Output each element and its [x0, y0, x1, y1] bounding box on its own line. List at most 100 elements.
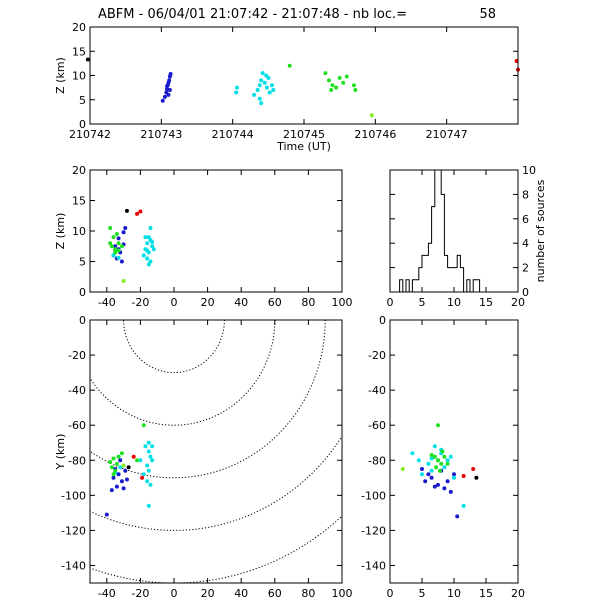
source-point-green: [330, 83, 335, 88]
source-point-cyan: [234, 90, 239, 95]
x-tick-label: 100: [332, 587, 353, 600]
location-count: 58: [479, 7, 496, 22]
source-point-cyan: [420, 472, 424, 477]
source-point-red: [131, 454, 136, 459]
y-tick-label: -80: [68, 454, 86, 467]
source-point-cyan: [260, 71, 265, 76]
y-tick-label: -120: [61, 524, 86, 537]
source-point-blue: [123, 225, 128, 230]
y-tick-label: -40: [368, 384, 386, 397]
source-point-blue: [121, 230, 126, 235]
histogram-bar: [448, 268, 451, 292]
source-point-blue: [166, 92, 171, 97]
source-point-blue: [111, 475, 116, 480]
y-axis-label: Z (km): [54, 213, 67, 250]
source-point-cyan: [416, 458, 421, 463]
y-tick-label: -20: [68, 349, 86, 362]
y-tick-label: 10: [522, 164, 536, 177]
x-tick-label: 100: [332, 296, 353, 309]
source-point-cyan: [148, 259, 153, 264]
x-tick-label: 210744: [212, 128, 254, 141]
source-point-blue: [116, 472, 121, 477]
source-point-cyan: [146, 449, 151, 454]
source-point-green: [334, 85, 339, 90]
source-point-green: [114, 232, 119, 237]
y-tick-label: 0: [379, 314, 386, 327]
source-point-green: [445, 461, 450, 466]
source-point-cyan: [146, 468, 151, 473]
source-point-cyan: [442, 465, 447, 470]
source-point-lime: [369, 113, 374, 118]
x-tick-label: 60: [268, 587, 282, 600]
source-point-green: [351, 83, 356, 88]
source-point-blue: [452, 472, 456, 477]
source-point-blue: [116, 236, 121, 241]
source-point-cyan: [143, 235, 148, 240]
source-point-cyan: [143, 444, 148, 449]
source-point-cyan: [429, 456, 434, 461]
source-point-cyan: [111, 253, 116, 258]
panel-frame: [89, 319, 343, 584]
source-point-green: [442, 454, 447, 459]
source-point-cyan: [141, 472, 146, 477]
y-tick-label: 6: [522, 213, 529, 226]
source-point-green: [287, 63, 292, 68]
source-point-green: [111, 235, 116, 240]
source-point-green: [109, 465, 114, 470]
source-point-cyan: [448, 454, 453, 459]
source-point-lime: [121, 279, 126, 284]
x-tick-label: -20: [131, 296, 149, 309]
source-point-red: [471, 467, 476, 472]
source-point-blue: [420, 467, 424, 472]
source-point-blue: [167, 88, 172, 93]
y-tick-label: 15: [72, 195, 86, 208]
figure-title: ABFM - 06/04/01 21:07:42 - 21:07:48 - nb…: [98, 7, 407, 22]
source-point-blue: [124, 477, 129, 482]
y-tick-label: 20: [72, 21, 86, 34]
source-point-green: [432, 454, 437, 459]
histogram-bar: [416, 280, 419, 292]
x-tick-label: 210746: [354, 128, 396, 141]
source-point-cyan: [150, 458, 155, 463]
source-point-cyan: [264, 85, 269, 90]
source-point-blue: [429, 475, 434, 480]
x-tick-label: -20: [131, 587, 149, 600]
x-tick-label: 10: [447, 296, 461, 309]
source-point-cyan: [150, 239, 155, 244]
source-point-blue: [160, 98, 165, 103]
source-point-black: [124, 208, 129, 213]
source-point-black: [85, 57, 90, 62]
source-point-cyan: [255, 88, 260, 93]
source-point-cyan: [452, 475, 456, 480]
source-point-cyan: [259, 101, 264, 106]
source-point-blue: [445, 479, 450, 484]
source-point-cyan: [426, 461, 431, 466]
y-tick-label: 5: [79, 256, 86, 269]
source-point-cyan: [148, 482, 153, 487]
source-point-lime: [400, 467, 405, 472]
x-tick-label: 20: [201, 587, 215, 600]
source-point-green: [323, 71, 328, 76]
x-tick-label: 0: [171, 587, 178, 600]
source-point-cyan: [148, 225, 153, 230]
histogram-outline: [399, 169, 481, 293]
source-point-cyan: [267, 90, 272, 95]
y-tick-label: 8: [522, 188, 529, 201]
x-tick-label: -40: [98, 587, 116, 600]
y-tick-label: 10: [72, 225, 86, 238]
source-point-lime: [121, 463, 126, 468]
y-tick-label: -80: [368, 454, 386, 467]
panel-time_height: 210742 210743 210744 210745 210746 210747 0 5 10…: [54, 21, 520, 153]
source-point-cyan: [252, 92, 257, 97]
source-point-green: [108, 460, 113, 465]
source-point-black: [126, 465, 131, 470]
source-point-cyan: [259, 78, 264, 83]
source-point-cyan: [145, 463, 150, 468]
x-tick-label: 0: [387, 296, 394, 309]
histogram-bar: [425, 255, 428, 292]
source-point-cyan: [118, 465, 123, 470]
y-tick-label: -60: [368, 419, 386, 432]
source-point-green: [113, 468, 118, 473]
